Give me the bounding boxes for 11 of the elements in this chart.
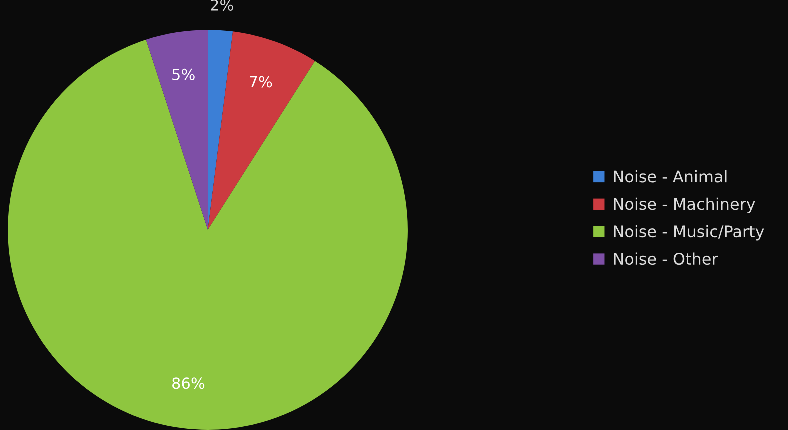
data-label: 86%	[172, 378, 205, 390]
legend-label: Noise - Other	[614, 252, 718, 266]
data-label: 7%	[250, 76, 272, 88]
legend-label: Noise - Music/Party	[614, 225, 764, 241]
pie-slice	[8, 40, 408, 430]
pie-slice	[146, 30, 208, 230]
pie-slice	[208, 32, 316, 230]
legend-label: Noise - Animal	[614, 170, 727, 183]
data-label: 5%	[172, 68, 195, 80]
legend-label: Noise - Machinery	[614, 198, 756, 214]
pie-slice	[208, 30, 234, 230]
